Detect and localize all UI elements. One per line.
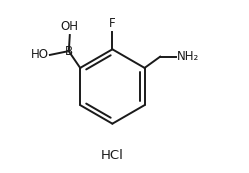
Text: HO: HO [31,48,49,61]
Text: B: B [65,45,73,58]
Text: NH₂: NH₂ [177,50,199,63]
Text: HCl: HCl [101,149,124,162]
Text: OH: OH [61,20,79,33]
Text: F: F [109,17,116,30]
